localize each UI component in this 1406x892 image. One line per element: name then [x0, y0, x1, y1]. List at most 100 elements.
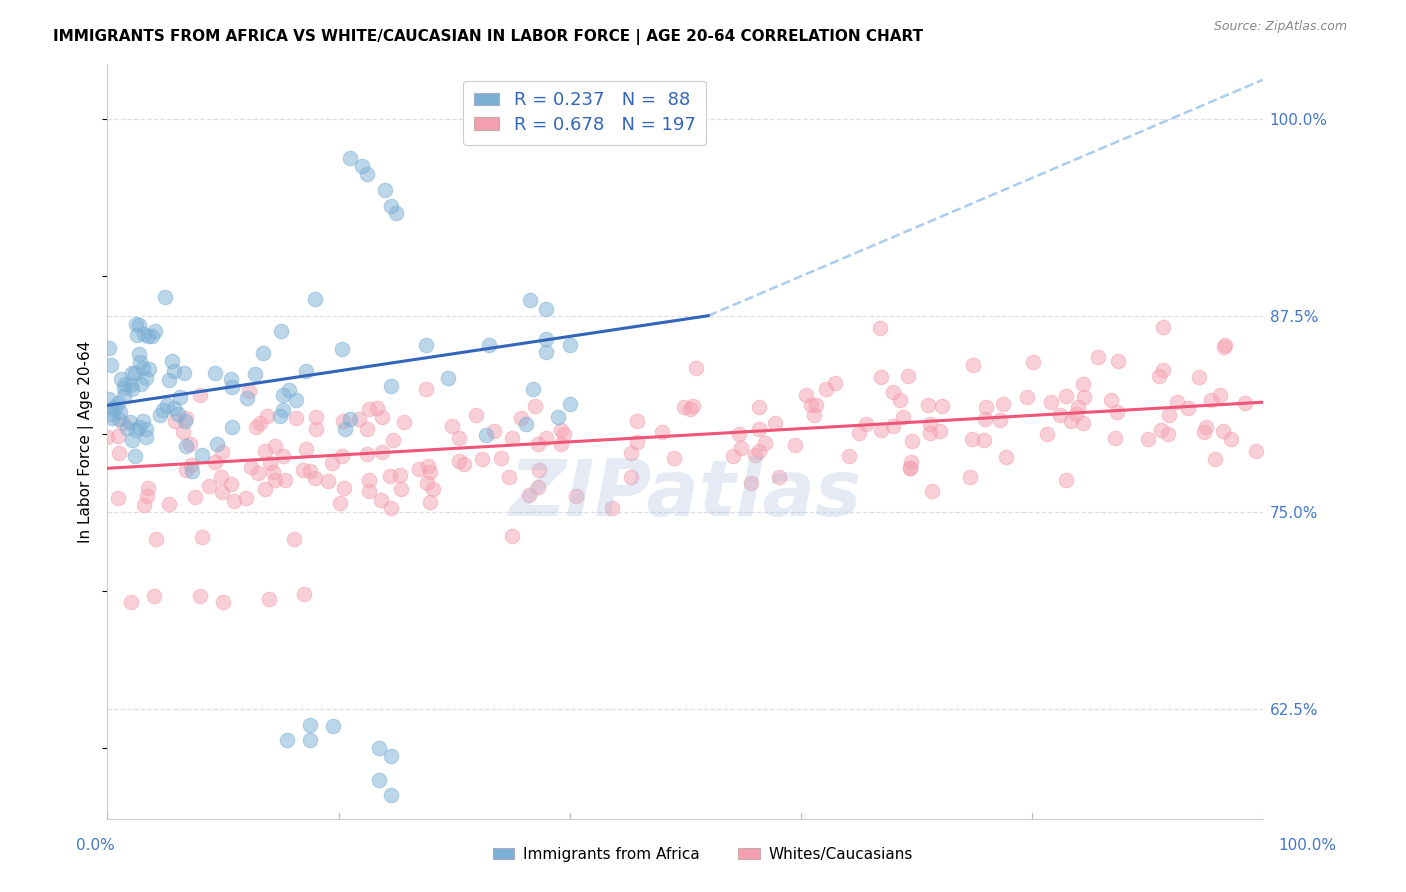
Point — [437, 371, 460, 385]
Point — [489, 450, 512, 465]
Point — [536, 345, 558, 359]
Point — [1087, 351, 1109, 365]
Point — [249, 416, 271, 430]
Point — [1071, 376, 1094, 391]
Point — [855, 417, 877, 432]
Point — [252, 345, 274, 359]
Point — [370, 492, 392, 507]
Point — [97, 392, 120, 407]
Point — [198, 479, 221, 493]
Point — [882, 419, 904, 434]
Point — [269, 409, 291, 423]
Point — [127, 327, 149, 342]
Point — [626, 434, 648, 449]
Point — [304, 292, 326, 306]
Point — [564, 489, 586, 503]
Point — [1147, 368, 1170, 383]
Point — [107, 396, 129, 410]
Point — [256, 409, 278, 423]
Point — [534, 431, 557, 445]
Point — [162, 363, 184, 377]
Point — [97, 341, 120, 355]
Point — [482, 424, 505, 438]
Point — [204, 366, 226, 380]
Point — [120, 377, 142, 392]
Text: ZIPatlas: ZIPatlas — [509, 457, 862, 533]
Point — [768, 470, 790, 484]
Point — [959, 470, 981, 484]
Point — [108, 446, 131, 460]
Point — [263, 474, 285, 488]
Point — [744, 448, 766, 462]
Point — [415, 382, 437, 396]
Text: IMMIGRANTS FROM AFRICA VS WHITE/CAUCASIAN IN LABOR FORCE | AGE 20-64 CORRELATION: IMMIGRANTS FROM AFRICA VS WHITE/CAUCASIA… — [53, 29, 924, 45]
Point — [1066, 401, 1088, 415]
Point — [371, 445, 394, 459]
Point — [1201, 392, 1223, 407]
Point — [115, 420, 138, 434]
Point — [824, 376, 846, 390]
Point — [1022, 355, 1045, 369]
Point — [143, 324, 166, 338]
Point — [380, 749, 402, 764]
Point — [107, 491, 129, 505]
Point — [550, 424, 572, 438]
Point — [1060, 414, 1083, 428]
Point — [672, 400, 695, 414]
Point — [294, 442, 316, 456]
Point — [368, 772, 391, 787]
Point — [285, 392, 308, 407]
Point — [274, 473, 297, 487]
Point — [988, 413, 1011, 427]
Point — [748, 444, 770, 458]
Point — [298, 733, 321, 747]
Point — [381, 433, 404, 447]
Point — [547, 410, 569, 425]
Point — [173, 366, 195, 380]
Point — [138, 362, 160, 376]
Point — [359, 483, 381, 498]
Point — [333, 481, 356, 495]
Point — [332, 414, 354, 428]
Point — [128, 419, 150, 434]
Point — [1166, 395, 1188, 409]
Point — [257, 591, 280, 606]
Point — [142, 589, 165, 603]
Point — [129, 355, 152, 369]
Point — [124, 449, 146, 463]
Point — [132, 360, 155, 375]
Point — [993, 397, 1015, 411]
Point — [329, 496, 352, 510]
Point — [262, 465, 284, 479]
Point — [994, 450, 1017, 464]
Point — [1015, 390, 1038, 404]
Point — [124, 366, 146, 380]
Text: 0.0%: 0.0% — [76, 838, 115, 853]
Point — [141, 329, 163, 343]
Text: Source: ZipAtlas.com: Source: ZipAtlas.com — [1213, 20, 1347, 33]
Point — [664, 451, 686, 466]
Point — [247, 466, 270, 480]
Point — [1073, 390, 1095, 404]
Point — [962, 359, 984, 373]
Point — [465, 408, 488, 422]
Point — [803, 408, 825, 422]
Point — [270, 325, 292, 339]
Point — [347, 412, 370, 426]
Point — [1071, 416, 1094, 430]
Point — [131, 414, 153, 428]
Point — [145, 532, 167, 546]
Point — [501, 431, 523, 445]
Point — [898, 460, 921, 475]
Point — [1107, 353, 1129, 368]
Point — [219, 476, 242, 491]
Point — [207, 436, 229, 450]
Point — [181, 464, 204, 478]
Point — [536, 302, 558, 317]
Point — [316, 474, 339, 488]
Point — [408, 462, 430, 476]
Point — [1104, 431, 1126, 445]
Point — [253, 482, 276, 496]
Point — [929, 424, 952, 438]
Point — [522, 382, 544, 396]
